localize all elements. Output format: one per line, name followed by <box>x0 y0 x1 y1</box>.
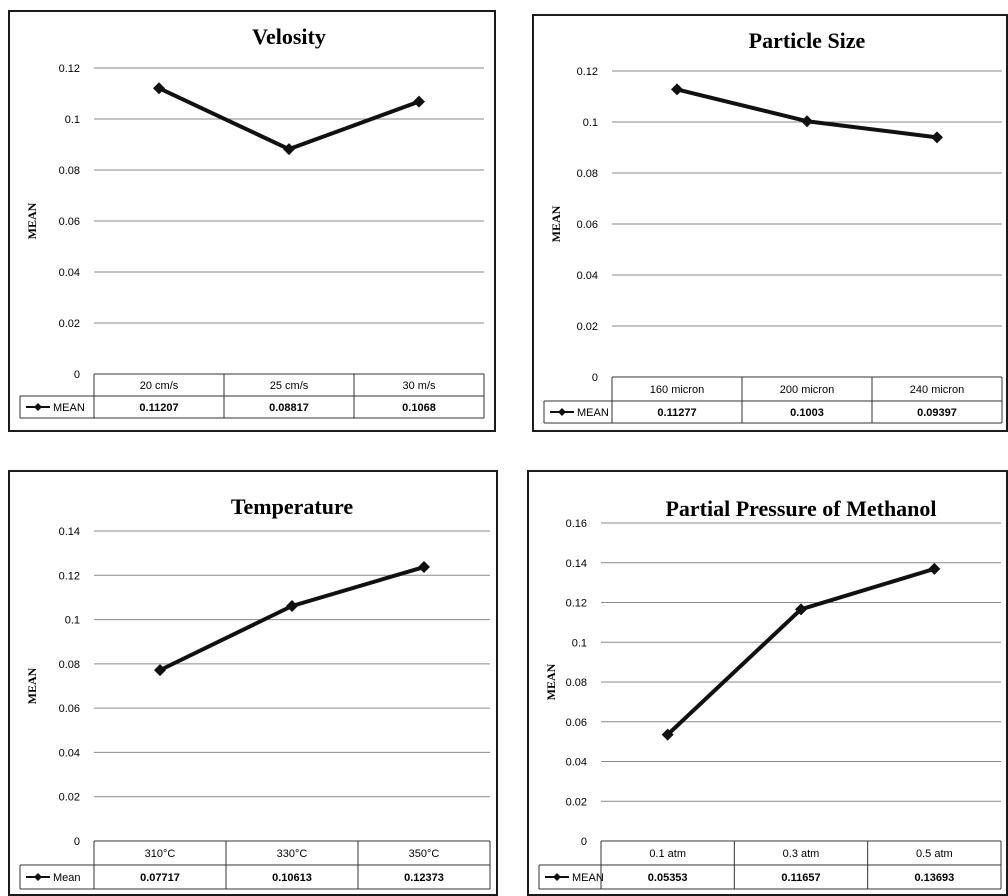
y-tick-label: 0 <box>581 836 587 848</box>
data-point <box>413 95 425 108</box>
data-point <box>795 603 807 616</box>
y-tick-label: 0.1 <box>65 114 80 126</box>
y-axis-label: MEAN <box>549 205 563 242</box>
data-point <box>931 131 943 144</box>
y-tick-label: 0.04 <box>59 747 80 759</box>
chart-title: Temperature <box>231 494 353 519</box>
data-value-label: 0.13693 <box>914 872 954 884</box>
data-value-label: 0.12373 <box>404 872 444 884</box>
data-value-label: 0.07717 <box>140 872 180 884</box>
data-value-label: 0.11207 <box>139 402 178 414</box>
data-value-label: 0.1003 <box>790 407 824 419</box>
y-tick-label: 0.04 <box>59 267 80 279</box>
chart-velocity: Velosity MEAN 0 0.02 0.04 0.06 0.08 0.1 0.12 20 c… <box>8 10 496 432</box>
data-point <box>283 143 295 156</box>
chart-partial-pressure: Partial Pressure of Methanol MEAN 0 0.02 0.0… <box>527 470 1008 896</box>
y-tick-label: 0.08 <box>566 677 587 689</box>
data-value-label: 0.05353 <box>648 872 688 884</box>
y-tick-label: 0.06 <box>59 703 80 715</box>
y-tick-label: 0.1 <box>65 615 80 627</box>
series-line <box>675 87 939 140</box>
category-label: 25 cm/s <box>270 380 309 392</box>
y-tick-label: 0.06 <box>577 219 598 231</box>
chart-particle-size-svg: Particle Size MEAN 0 0.02 0.04 0.06 0.08 0.1 0.1… <box>543 28 1003 424</box>
data-point <box>801 115 813 128</box>
y-axis-label: MEAN <box>544 663 558 700</box>
y-tick-label: 0.02 <box>59 792 80 804</box>
y-tick-label: 0 <box>592 372 598 384</box>
y-tick-label: 0.02 <box>59 318 80 330</box>
category-label: 0.3 atm <box>783 848 820 860</box>
y-tick-label: 0.16 <box>566 518 587 530</box>
category-label: 310°C <box>145 848 176 860</box>
category-label: 0.5 atm <box>916 848 953 860</box>
series-line <box>158 565 426 673</box>
legend-label: MEAN <box>53 402 85 414</box>
chart-title: Velosity <box>252 24 326 49</box>
data-value-label: 0.11657 <box>781 872 820 884</box>
legend-label: MEAN <box>577 407 609 419</box>
data-point <box>928 562 941 575</box>
legend-marker <box>34 403 42 411</box>
y-tick-label: 0.08 <box>577 168 598 180</box>
legend-marker <box>34 873 42 881</box>
category-label: 330°C <box>277 848 308 860</box>
data-value-label: 0.11277 <box>657 407 696 419</box>
category-label: 20 cm/s <box>140 380 179 392</box>
data-point <box>153 82 165 95</box>
y-tick-label: 0.14 <box>59 526 80 538</box>
category-label: 350°C <box>409 848 440 860</box>
y-tick-label: 0.04 <box>566 757 587 769</box>
y-tick-label: 0.12 <box>59 570 80 582</box>
y-axis-label: MEAN <box>25 667 39 704</box>
category-label: 160 micron <box>650 384 704 396</box>
data-value-label: 0.10613 <box>272 872 312 884</box>
y-tick-label: 0.1 <box>583 117 598 129</box>
y-tick-label: 0.08 <box>59 659 80 671</box>
chart-temperature: Temperature MEAN 0 0.02 0.04 0.06 0.08 0.1 0.12 0… <box>8 470 498 896</box>
y-tick-label: 0.14 <box>566 558 587 570</box>
y-tick-label: 0.02 <box>577 321 598 333</box>
category-label: 240 micron <box>910 384 964 396</box>
y-tick-label: 0 <box>74 369 80 381</box>
y-tick-label: 0.12 <box>577 66 598 78</box>
data-point <box>418 561 430 574</box>
y-axis-label: MEAN <box>25 202 39 239</box>
series-line <box>665 566 937 737</box>
data-value-label: 0.09397 <box>917 407 957 419</box>
chart-particle-size: Particle Size MEAN 0 0.02 0.04 0.06 0.08 0.1 0.1… <box>532 14 1008 432</box>
legend-marker <box>553 873 561 881</box>
y-tick-label: 0.08 <box>59 165 80 177</box>
data-point <box>154 664 166 677</box>
y-tick-label: 0.12 <box>566 598 587 610</box>
category-label: 200 micron <box>780 384 834 396</box>
chart-partial-pressure-svg: Partial Pressure of Methanol MEAN 0 0.02 0.0… <box>538 496 1002 890</box>
y-tick-label: 0.06 <box>566 717 587 729</box>
y-tick-label: 0 <box>74 836 80 848</box>
y-tick-label: 0.1 <box>572 637 587 649</box>
chart-temperature-svg: Temperature MEAN 0 0.02 0.04 0.06 0.08 0.1 0.12 0… <box>19 494 491 890</box>
data-point <box>286 599 298 612</box>
y-tick-label: 0.04 <box>577 270 598 282</box>
chart-title: Particle Size <box>749 28 866 53</box>
legend-label: Mean <box>53 872 81 884</box>
data-value-label: 0.08817 <box>269 402 309 414</box>
legend-label: MEAN <box>572 872 604 884</box>
legend-marker <box>558 408 566 416</box>
chart-title: Partial Pressure of Methanol <box>665 496 936 521</box>
data-value-label: 0.1068 <box>402 402 436 414</box>
y-tick-label: 0.12 <box>59 63 80 75</box>
data-point <box>671 83 683 96</box>
y-tick-label: 0.02 <box>566 796 587 808</box>
data-point <box>661 728 674 741</box>
category-label: 0.1 atm <box>649 848 686 860</box>
chart-velocity-svg: Velosity MEAN 0 0.02 0.04 0.06 0.08 0.1 0.12 20 c… <box>19 24 485 419</box>
category-label: 30 m/s <box>402 380 436 392</box>
y-tick-label: 0.06 <box>59 216 80 228</box>
